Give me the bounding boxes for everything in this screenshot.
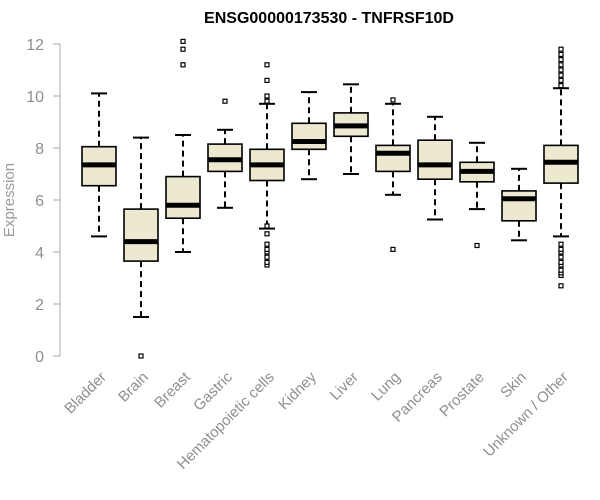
box-iqr <box>291 122 327 151</box>
outlier-point <box>138 353 144 359</box>
y-axis-label: Expression <box>1 163 18 237</box>
outlier-point <box>390 246 396 252</box>
outlier-point <box>558 246 564 252</box>
box-group <box>249 62 285 268</box>
y-tick-label: 8 <box>35 141 44 158</box>
outlier-point <box>390 97 396 103</box>
outlier-point <box>264 93 270 99</box>
outlier-point <box>558 82 564 89</box>
outlier-point <box>558 67 564 73</box>
box-iqr <box>123 208 159 262</box>
outlier-point <box>558 241 564 247</box>
outlier-point <box>264 254 270 260</box>
outlier-point <box>264 241 270 247</box>
outlier-point <box>180 62 186 68</box>
box-group <box>417 115 453 221</box>
y-tick-label: 10 <box>26 89 44 106</box>
outlier-point <box>558 62 564 68</box>
x-category-label: Bladder <box>61 369 110 418</box>
outlier-point <box>558 259 564 265</box>
box-group <box>543 46 579 289</box>
x-category-label: Breast <box>151 368 194 411</box>
outlier-point <box>558 56 564 63</box>
outlier-point <box>558 46 564 52</box>
box-group <box>81 92 117 238</box>
outlier-point <box>558 51 564 58</box>
outlier-point <box>474 242 480 249</box>
outlier-point <box>180 46 186 52</box>
outlier-point <box>264 223 270 229</box>
outlier-point <box>222 98 228 104</box>
x-category-label: Skin <box>497 369 530 402</box>
outlier-point <box>558 254 564 260</box>
outlier-point <box>180 38 186 45</box>
box-group <box>165 38 201 253</box>
x-category-label: Brain <box>115 369 152 406</box>
box-group <box>501 167 537 242</box>
x-category-label: Kidney <box>275 368 320 413</box>
outlier-point <box>264 77 270 84</box>
outlier-point <box>264 246 270 252</box>
y-tick-label: 4 <box>35 245 44 262</box>
y-tick-label: 2 <box>35 297 44 314</box>
box-iqr <box>375 144 411 173</box>
outlier-point <box>558 77 564 84</box>
outlier-point <box>264 62 270 68</box>
outlier-point <box>558 72 564 78</box>
y-tick-label: 0 <box>35 349 44 366</box>
box-series <box>81 38 579 359</box>
chart-title: ENSG00000173530 - TNFRSF10D <box>204 10 454 27</box>
outlier-point <box>558 267 564 273</box>
x-category-label: Prostate <box>436 369 488 421</box>
box-group <box>375 97 411 252</box>
box-group <box>123 136 159 359</box>
outlier-point <box>264 231 270 237</box>
box-iqr <box>417 139 453 180</box>
box-group <box>459 141 495 249</box>
outlier-point <box>558 283 564 289</box>
box-group <box>207 98 243 209</box>
outlier-point <box>264 259 270 265</box>
box-iqr <box>501 190 537 222</box>
box-iqr <box>165 175 201 220</box>
box-group <box>291 91 327 181</box>
outlier-point <box>264 98 270 104</box>
y-tick-label: 12 <box>26 37 44 54</box>
x-category-label: Liver <box>327 369 362 404</box>
x-category-label: Lung <box>368 369 404 405</box>
y-axis: 0 2 4 6 8 10 12 <box>26 37 61 366</box>
box-group <box>333 83 369 175</box>
y-tick-label: 6 <box>35 193 44 210</box>
